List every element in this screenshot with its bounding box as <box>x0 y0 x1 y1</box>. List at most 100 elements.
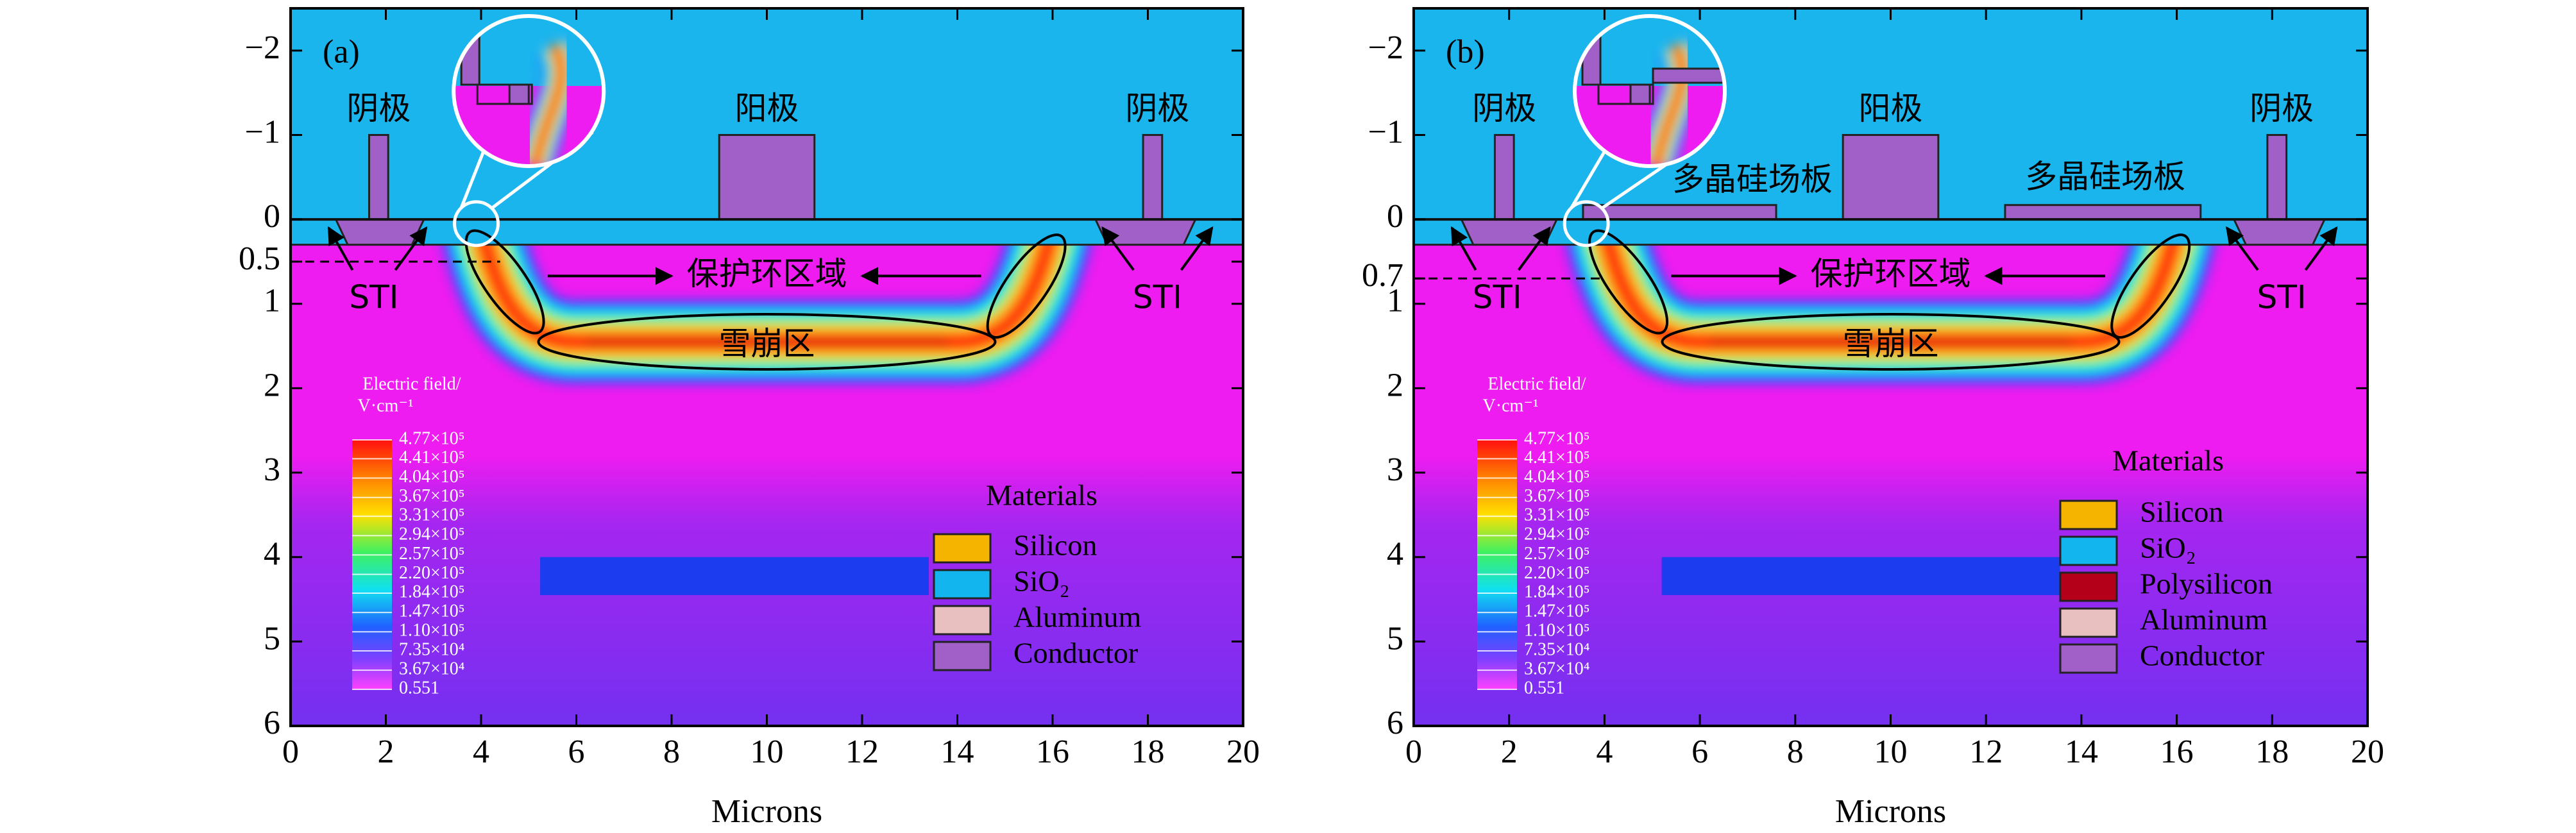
legend-label: Aluminum <box>2140 603 2268 636</box>
field-plate <box>2004 204 2202 221</box>
colorbar-label: 3.67×10⁴ <box>1524 659 1590 678</box>
surface-oxide <box>1414 218 2368 246</box>
y-tick-label: 5 <box>1387 620 1403 657</box>
zoom-pad <box>1597 83 1654 105</box>
y-tick-label: 1 <box>1387 283 1403 319</box>
y-tick-label: −1 <box>1368 114 1403 150</box>
colorbar-label: 1.47×10⁵ <box>399 602 465 621</box>
y-tick-label: −2 <box>1368 29 1403 66</box>
colorbar-label: 3.67×10⁴ <box>399 659 465 678</box>
colorbar-label: 1.84×10⁵ <box>399 582 465 602</box>
x-tick-label: 18 <box>1131 734 1165 770</box>
annotation: 多晶硅场板 <box>1672 160 1833 198</box>
x-tick-label: 2 <box>378 734 394 770</box>
legend-swatch <box>2059 571 2118 602</box>
zoom-contact <box>508 83 530 105</box>
annotation: 阳极 <box>1859 90 1923 127</box>
zoom-frame <box>452 14 606 169</box>
x-tick-label: 0 <box>1405 734 1422 770</box>
colorbar-label: 2.94×10⁵ <box>399 525 465 544</box>
y-tick-label: 0.7 <box>1362 257 1403 294</box>
sti-arrow <box>1517 226 1551 271</box>
electrode <box>1142 133 1164 221</box>
sti-arrow <box>327 226 354 271</box>
colorbar-label: 4.04×10⁵ <box>1524 467 1590 487</box>
sti-arrow <box>2226 226 2259 271</box>
colorbar-label: 2.57×10⁵ <box>1524 544 1590 564</box>
x-tick-label: 6 <box>1691 734 1708 770</box>
legend-label: SiO₂ <box>1013 565 1070 598</box>
colorbar-title: V·cm⁻¹ <box>358 396 414 416</box>
avalanche-outline <box>537 313 997 371</box>
y-tick-label: 1 <box>264 283 280 319</box>
colorbar-label: 7.35×10⁴ <box>399 639 465 659</box>
electrode <box>368 133 389 221</box>
x-tick-label: 12 <box>1969 734 2003 770</box>
guard-ring-outline <box>1588 229 1669 335</box>
legend-swatch <box>933 569 992 600</box>
annotation: 多晶硅场板 <box>2025 158 2185 195</box>
colorbar-label: 1.10×10⁵ <box>1524 621 1590 641</box>
y-tick-label: 4 <box>264 536 280 573</box>
y-tick-label: 6 <box>1387 705 1403 741</box>
colorbar-label: 4.41×10⁵ <box>399 448 465 467</box>
colorbar-label: 4.41×10⁵ <box>1524 448 1590 467</box>
sti-region <box>2232 218 2326 246</box>
legend-label: Polysilicon <box>2140 568 2273 600</box>
panel-label: (b) <box>1446 33 1485 70</box>
legend-swatch <box>2059 500 2118 530</box>
legend-title: Materials <box>986 479 1097 512</box>
x-axis-label: Microns <box>711 793 822 830</box>
sti-region <box>1094 218 1198 246</box>
y-tick-label: 0 <box>264 198 280 235</box>
x-tick-label: 20 <box>2351 734 2384 770</box>
x-tick-label: 4 <box>473 734 489 770</box>
legend-swatch <box>2059 643 2118 674</box>
y-tick-label: 3 <box>1387 451 1403 488</box>
zoom-source <box>453 200 500 248</box>
sti-arrow <box>2304 226 2338 271</box>
colorbar-title: V·cm⁻¹ <box>1483 396 1539 416</box>
annotation: 阴极 <box>1125 90 1189 127</box>
electrode <box>2266 133 2288 221</box>
zoom-connector <box>459 150 486 209</box>
colorbar-label: 1.84×10⁵ <box>1524 582 1590 602</box>
zoom-plate <box>1652 67 1725 84</box>
guard-ring-outline <box>986 233 1067 339</box>
y-tick-label: 3 <box>264 451 280 488</box>
sti-arrow <box>1101 226 1135 271</box>
field-band <box>1565 194 2216 384</box>
annotation: 保护环区域 <box>687 255 847 292</box>
avalanche-outline <box>1661 313 2121 371</box>
zoom-field <box>1638 37 1702 167</box>
device-panel <box>291 8 1243 726</box>
sti-arrow <box>1450 226 1477 271</box>
electrode <box>1493 133 1515 221</box>
colorbar <box>1477 440 1517 689</box>
x-tick-label: 10 <box>750 734 784 770</box>
annotation: STI <box>349 279 398 316</box>
x-tick-label: 18 <box>2255 734 2289 770</box>
legend-label: Silicon <box>2140 496 2223 528</box>
colorbar-label: 0.551 <box>399 678 439 698</box>
x-axis-label: Microns <box>1835 793 1946 830</box>
x-tick-label: 4 <box>1596 734 1613 770</box>
x-tick-label: 12 <box>845 734 879 770</box>
legend-swatch <box>933 533 992 564</box>
colorbar-title: Electric field/ <box>1487 374 1586 394</box>
colorbar-label: 1.47×10⁵ <box>1524 602 1590 621</box>
x-tick-label: 6 <box>568 734 585 770</box>
y-tick-label: 0.5 <box>239 240 280 277</box>
annotation: 阴极 <box>346 90 411 127</box>
annotation: STI <box>1133 279 1182 316</box>
guard-ring-outline <box>2110 233 2191 339</box>
electrode <box>718 133 816 221</box>
y-tick-label: 0 <box>1387 198 1403 235</box>
colorbar <box>352 440 392 689</box>
sti-region <box>334 218 426 246</box>
annotation: 阴极 <box>1472 90 1536 127</box>
y-tick-label: 5 <box>264 620 280 657</box>
colorbar-label: 1.10×10⁵ <box>399 621 465 641</box>
y-tick-label: 6 <box>264 705 280 741</box>
zoom-frame <box>1573 14 1727 169</box>
